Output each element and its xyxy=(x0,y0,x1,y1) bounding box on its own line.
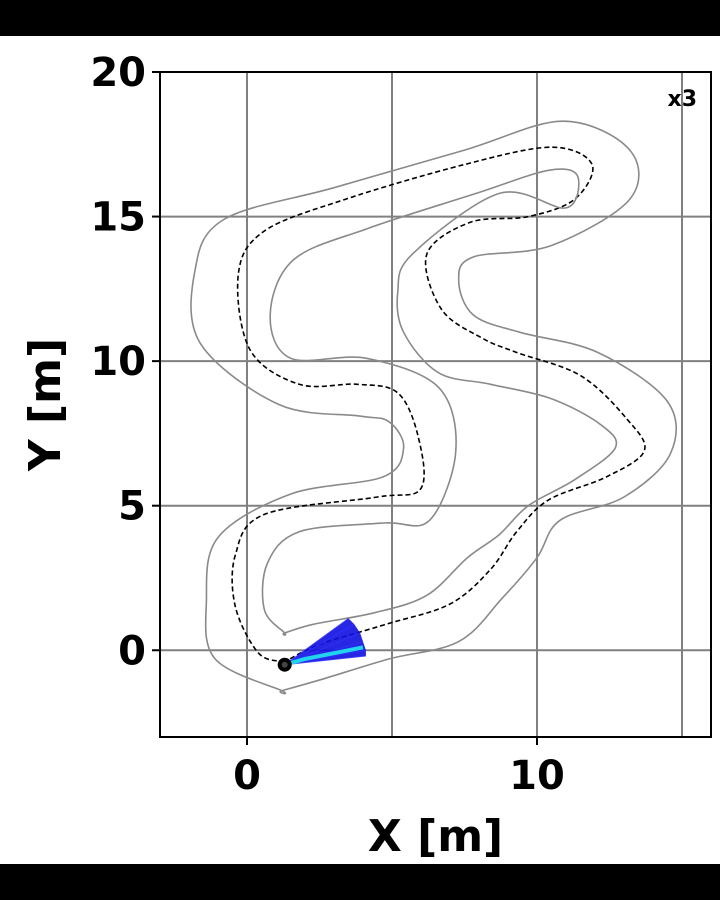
y-tick-label: 15 xyxy=(90,195,146,241)
x-tick-label: 0 xyxy=(233,753,261,799)
track xyxy=(190,120,678,695)
inner-boundary-line xyxy=(261,168,618,636)
predicted-trajectory xyxy=(284,618,349,666)
vehicle-marker-core xyxy=(281,661,288,668)
y-tick-label: 0 xyxy=(118,628,146,674)
y-axis-label: Y [m] xyxy=(20,338,71,472)
letterbox-top xyxy=(0,0,720,36)
x-tick-label: 10 xyxy=(509,753,565,799)
predicted-trajectory xyxy=(284,655,366,666)
plot-canvas: 0 10 0 5 10 15 20 x3 X [m] Y [m] xyxy=(0,36,720,864)
predicted-trajectories xyxy=(284,618,366,666)
predicted-trajectory xyxy=(284,623,355,666)
y-tick-label: 10 xyxy=(90,339,146,385)
ticks: 0 10 0 5 10 15 20 xyxy=(90,50,565,799)
playback-speed-badge: x3 xyxy=(668,87,698,112)
outer-boundary-line xyxy=(190,120,678,695)
plot-frame xyxy=(159,71,712,738)
y-tick-label: 20 xyxy=(90,50,146,96)
letterbox-bottom xyxy=(0,864,720,900)
centerline-line xyxy=(231,146,646,665)
x-axis-label: X [m] xyxy=(368,811,503,862)
vehicle-trajectory-line xyxy=(284,645,364,667)
trajectory-chart: 0 10 0 5 10 15 20 x3 X [m] Y [m] xyxy=(20,50,712,862)
vehicle xyxy=(277,645,364,672)
y-tick-label: 5 xyxy=(118,484,146,530)
